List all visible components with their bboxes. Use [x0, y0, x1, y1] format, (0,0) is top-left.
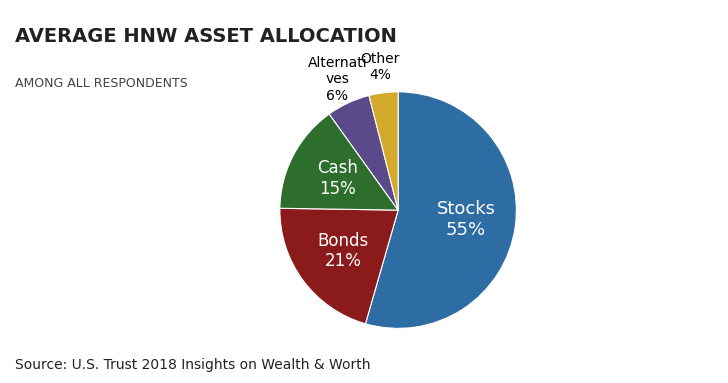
Wedge shape: [369, 92, 398, 210]
Text: AMONG ALL RESPONDENTS: AMONG ALL RESPONDENTS: [15, 77, 187, 90]
Wedge shape: [280, 114, 398, 210]
Wedge shape: [280, 208, 398, 324]
Text: Bonds
21%: Bonds 21%: [317, 232, 368, 270]
Text: Source: U.S. Trust 2018 Insights on Wealth & Worth: Source: U.S. Trust 2018 Insights on Weal…: [15, 357, 370, 372]
Text: Alternati
ves
6%: Alternati ves 6%: [307, 56, 367, 103]
Text: Stocks
55%: Stocks 55%: [437, 200, 496, 239]
Wedge shape: [365, 92, 516, 328]
Text: AVERAGE HNW ASSET ALLOCATION: AVERAGE HNW ASSET ALLOCATION: [15, 27, 397, 46]
Text: Other
4%: Other 4%: [360, 52, 400, 82]
Wedge shape: [329, 95, 398, 210]
Text: Cash
15%: Cash 15%: [317, 159, 357, 198]
